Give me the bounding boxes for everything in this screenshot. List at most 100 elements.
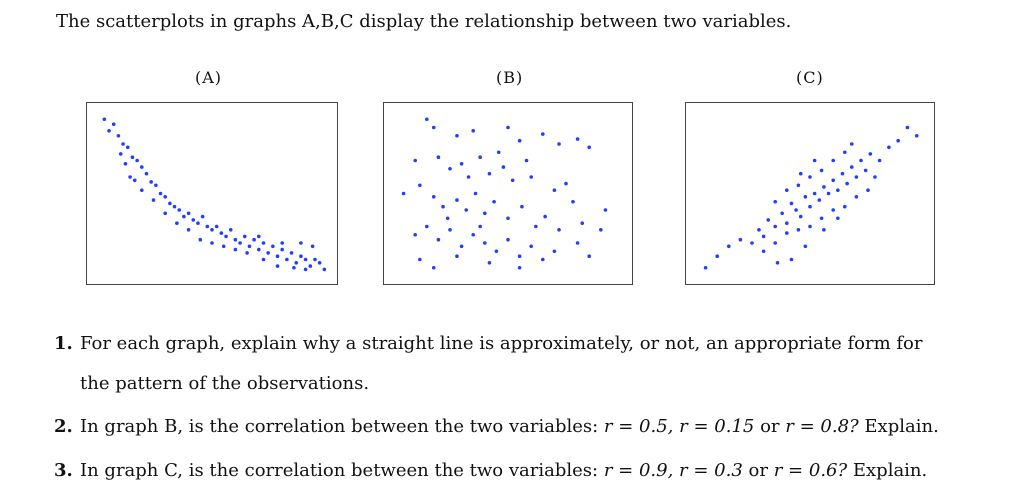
scatter-point bbox=[271, 244, 275, 249]
scatter-point bbox=[257, 247, 261, 252]
scatter-point bbox=[280, 241, 284, 245]
scatter-point bbox=[831, 208, 835, 212]
scatter-point bbox=[849, 165, 854, 169]
scatter-point bbox=[761, 234, 766, 239]
scatter-point bbox=[186, 228, 191, 232]
scatter-point bbox=[149, 180, 153, 184]
scatter-point bbox=[773, 241, 777, 245]
option-connector: or bbox=[748, 460, 768, 481]
scatter-point bbox=[128, 175, 132, 179]
question-number: 2. bbox=[54, 416, 73, 437]
scatter-point bbox=[242, 234, 247, 239]
scatter-point bbox=[266, 251, 270, 255]
scatter-point bbox=[466, 175, 471, 179]
scatter-point bbox=[785, 188, 789, 192]
scatter-point bbox=[130, 155, 135, 159]
scatter-point bbox=[854, 195, 859, 199]
question-text: In graph C, is the correlation between t… bbox=[80, 460, 599, 481]
option: r = 0.5, bbox=[603, 416, 674, 437]
scatter-point bbox=[819, 216, 824, 221]
scatter-point bbox=[125, 145, 130, 150]
scatter-point bbox=[196, 221, 200, 225]
question-1: 1. For each graph, explain why a straight… bbox=[54, 331, 922, 357]
scatterplot-b bbox=[383, 102, 633, 285]
question-1-continued: the pattern of the observations. bbox=[80, 371, 369, 397]
option: r = 0.6? bbox=[773, 460, 848, 481]
scatter-point bbox=[552, 249, 557, 254]
scatter-point bbox=[257, 234, 261, 239]
question-suffix: Explain. bbox=[852, 460, 928, 481]
question-3: 3. In graph C, is the correlation between… bbox=[54, 458, 927, 484]
scatter-svg bbox=[102, 117, 327, 272]
scatter-point bbox=[247, 244, 252, 249]
scatter-point bbox=[494, 249, 499, 254]
question-2: 2. In graph B, is the correlation between… bbox=[54, 414, 939, 440]
scatter-point bbox=[506, 237, 510, 242]
scatter-point bbox=[313, 257, 317, 262]
scatter-point bbox=[587, 145, 591, 150]
scatter-point bbox=[431, 195, 436, 199]
scatter-point bbox=[849, 142, 854, 146]
scatter-point bbox=[492, 199, 496, 204]
scatter-point bbox=[303, 267, 308, 272]
scatter-point bbox=[261, 241, 266, 245]
scatter-point bbox=[780, 211, 784, 216]
scatter-point bbox=[275, 254, 280, 258]
scatter-point bbox=[817, 198, 822, 202]
scatter-point bbox=[455, 198, 459, 202]
scatter-point bbox=[836, 188, 840, 192]
scatter-point bbox=[557, 142, 561, 146]
scatter-point bbox=[186, 211, 191, 216]
scatter-point bbox=[214, 224, 219, 229]
scatter-point bbox=[116, 133, 121, 138]
scatter-point bbox=[425, 117, 429, 122]
scatter-point bbox=[517, 254, 522, 258]
question-number: 3. bbox=[54, 460, 73, 481]
scatter-point bbox=[808, 204, 812, 209]
graph-c-label: (C) bbox=[796, 68, 824, 87]
scatter-point bbox=[219, 231, 224, 235]
scatter-point bbox=[245, 251, 249, 255]
scatter-point bbox=[413, 158, 417, 163]
scatter-point bbox=[144, 171, 149, 176]
scatter-point bbox=[859, 158, 863, 163]
scatter-point bbox=[436, 237, 441, 242]
scatter-point bbox=[413, 232, 417, 237]
scatter-point bbox=[564, 181, 568, 186]
scatter-point bbox=[191, 218, 196, 222]
scatter-point bbox=[543, 214, 547, 219]
scatter-point bbox=[441, 204, 445, 209]
scatter-point bbox=[107, 129, 111, 133]
scatter-point bbox=[198, 237, 203, 242]
scatter-point bbox=[836, 216, 840, 221]
scatter-point bbox=[541, 132, 545, 136]
scatter-point bbox=[796, 183, 801, 188]
scatter-point bbox=[285, 257, 289, 262]
scatterplot-c bbox=[685, 102, 935, 285]
scatter-point bbox=[761, 249, 766, 254]
graph-b-label: (B) bbox=[496, 68, 524, 87]
scatter-point bbox=[299, 254, 303, 258]
scatter-point bbox=[210, 241, 214, 245]
scatter-point bbox=[773, 199, 777, 204]
scatter-point bbox=[798, 214, 803, 219]
scatter-point bbox=[914, 133, 919, 138]
scatter-point bbox=[200, 214, 205, 219]
scatter-point bbox=[863, 168, 868, 173]
option: r = 0.15 bbox=[679, 416, 755, 437]
scatter-svg bbox=[703, 125, 919, 270]
question-text: the pattern of the observations. bbox=[80, 373, 370, 394]
scatter-point bbox=[727, 244, 731, 249]
question-text: In graph B, is the correlation between t… bbox=[80, 416, 599, 437]
scatter-point bbox=[845, 181, 849, 186]
scatter-point bbox=[448, 166, 452, 171]
scatter-point bbox=[464, 208, 469, 212]
scatter-point bbox=[121, 142, 125, 146]
scatter-point bbox=[896, 138, 900, 143]
scatter-point bbox=[483, 241, 487, 245]
scatter-point bbox=[766, 218, 771, 222]
scatter-point bbox=[789, 257, 794, 262]
scatter-point bbox=[487, 171, 492, 176]
scatter-point bbox=[478, 224, 482, 229]
scatter-point bbox=[425, 224, 429, 229]
